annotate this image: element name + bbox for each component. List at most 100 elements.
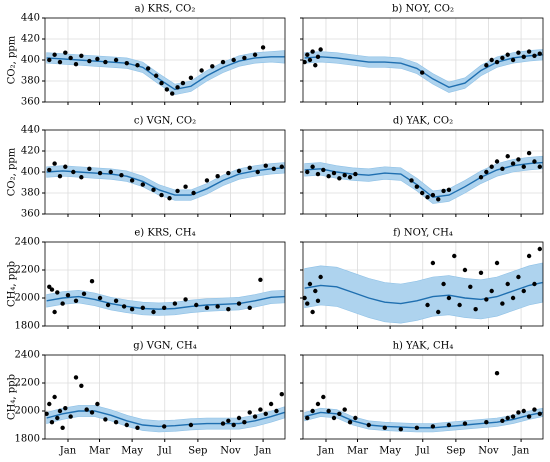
- plot-area: [303, 47, 543, 93]
- data-point: [140, 305, 146, 310]
- x-tick-label: Mar: [347, 446, 368, 457]
- confidence-band: [46, 289, 285, 316]
- axes-frame: [302, 241, 544, 327]
- data-point: [52, 52, 57, 57]
- data-point: [260, 45, 266, 50]
- data-point: [204, 305, 210, 310]
- y-tick-label: 440: [21, 125, 40, 136]
- data-point: [313, 63, 318, 68]
- fit-line: [304, 281, 543, 305]
- data-point: [326, 408, 331, 414]
- data-point: [315, 54, 321, 60]
- data-point: [510, 161, 516, 166]
- data-point: [121, 304, 127, 309]
- panel-title: h) YAK, CH₄: [393, 341, 454, 352]
- data-point: [97, 170, 103, 176]
- fit-line: [46, 56, 285, 91]
- y-tick-label: 380: [21, 188, 40, 199]
- data-point: [494, 159, 500, 164]
- data-point: [446, 422, 452, 428]
- y-tick-label: 360: [21, 97, 40, 108]
- data-point: [113, 57, 119, 63]
- data-point: [231, 422, 236, 428]
- data-point: [65, 293, 71, 298]
- data-point: [526, 414, 532, 419]
- data-point: [191, 190, 196, 196]
- data-point: [236, 168, 242, 174]
- x-tick-label: Sep: [188, 446, 207, 457]
- confidence-band: [304, 407, 543, 433]
- data-point: [52, 394, 57, 400]
- data-point: [505, 154, 510, 159]
- data-point: [353, 171, 358, 177]
- y-tick-label: 2400: [15, 237, 40, 248]
- data-point: [271, 166, 276, 172]
- fit-line: [46, 167, 285, 196]
- y-tick-label: 420: [21, 146, 40, 157]
- data-point: [500, 301, 505, 306]
- data-point: [279, 392, 284, 397]
- x-tick-label: Sep: [446, 446, 465, 457]
- data-point: [124, 60, 129, 66]
- data-point: [521, 288, 526, 294]
- plot-area: [45, 375, 285, 433]
- data-point: [247, 165, 252, 170]
- data-point: [220, 421, 226, 426]
- data-point: [180, 80, 186, 86]
- x-tick-label: Jan: [59, 446, 77, 457]
- data-point: [60, 301, 65, 306]
- data-point: [313, 288, 318, 294]
- data-point: [151, 309, 156, 315]
- data-point: [247, 410, 252, 415]
- y-tick-label: 2000: [15, 293, 40, 304]
- data-point: [236, 415, 242, 421]
- data-point: [129, 307, 135, 312]
- data-point: [60, 425, 65, 430]
- data-point: [305, 415, 310, 421]
- data-point: [73, 61, 79, 67]
- data-point: [409, 178, 414, 183]
- data-point: [226, 307, 231, 312]
- data-point: [87, 166, 92, 172]
- y-axis-label: CO₂, ppm: [7, 147, 18, 196]
- panel: b) NOY, CO₂: [300, 4, 544, 105]
- fit-line: [304, 411, 543, 429]
- data-point: [315, 171, 321, 177]
- data-point: [430, 192, 436, 198]
- data-point: [494, 59, 500, 65]
- x-tick-label: Nov: [220, 446, 241, 457]
- data-point: [52, 161, 57, 166]
- data-point: [537, 411, 542, 416]
- data-point: [537, 51, 542, 56]
- data-point: [537, 164, 542, 169]
- data-point: [303, 295, 307, 301]
- y-tick-label: 420: [21, 34, 40, 45]
- y-tick-label: 400: [21, 55, 40, 66]
- data-point: [468, 284, 473, 289]
- data-point: [71, 169, 76, 175]
- data-point: [446, 295, 452, 301]
- data-point: [255, 169, 260, 175]
- y-tick-label: 380: [21, 76, 40, 87]
- data-point: [263, 411, 268, 416]
- data-point: [183, 297, 188, 302]
- data-point: [95, 401, 100, 407]
- data-point: [521, 408, 526, 414]
- data-point: [274, 408, 279, 414]
- y-axis-label: CO₂, ppm: [7, 35, 18, 84]
- data-point: [521, 164, 526, 169]
- data-point: [170, 91, 175, 96]
- data-point: [119, 172, 124, 178]
- data-point: [204, 178, 210, 183]
- x-tick-label: May: [121, 446, 143, 457]
- data-point: [353, 415, 358, 421]
- data-point: [484, 297, 489, 302]
- data-point: [279, 164, 284, 169]
- data-point: [318, 47, 323, 52]
- data-point: [231, 57, 236, 63]
- axes-frame: [302, 354, 544, 440]
- plot-area: [304, 150, 543, 204]
- panel-title: b) NOY, CO₂: [392, 4, 454, 15]
- data-point: [500, 166, 505, 172]
